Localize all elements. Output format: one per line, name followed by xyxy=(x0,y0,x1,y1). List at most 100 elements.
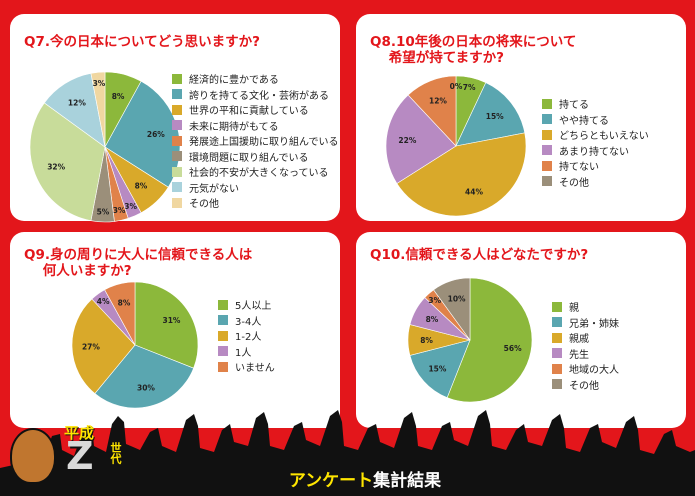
pie-slice-label-3: 8% xyxy=(135,181,148,190)
legend-label: 未来に期待がもてる xyxy=(189,121,279,133)
pie-slice-label-2: 15% xyxy=(486,112,504,121)
legend-swatch xyxy=(172,197,182,208)
q8-legend: 持てる やや持てる どちらともいえない あまり持てない 持てない その他 xyxy=(542,96,649,189)
legend-label: 元気がない xyxy=(189,183,239,195)
q7-pie-chart: 8%26%8%3%3%5%32%12%3% xyxy=(29,71,181,223)
legend-swatch xyxy=(218,299,228,310)
pie-slice-label-5: 3% xyxy=(113,206,126,215)
pie-slice-label-1: 8% xyxy=(112,92,125,101)
legend-label: 世界の平和に貢献している xyxy=(189,106,309,118)
pie-slice-label-6: 5% xyxy=(97,207,110,216)
legend-label: 先生 xyxy=(569,349,589,361)
legend-label: 持てる xyxy=(559,100,589,112)
pie-slice-label-8: 12% xyxy=(68,99,86,108)
legend-item: 親戚 xyxy=(552,330,619,346)
legend-label: 誇りを持てる文化・芸術がある xyxy=(189,90,329,102)
legend-item: いません xyxy=(218,359,275,375)
q10-panel: Q10.信頼できる人はどなたですか? 56% 15% 8% 8% 3% 10% 親兄弟・姉… xyxy=(356,232,686,428)
pie-slice-label-5: 8% xyxy=(118,298,131,307)
legend-item: 持てる xyxy=(542,96,649,112)
legend-swatch xyxy=(542,98,552,109)
logo-side-text: 世代 xyxy=(109,442,122,464)
legend-label: 地域の大人 xyxy=(569,365,619,377)
pie-slice-9 xyxy=(90,71,106,148)
legend-label: いません xyxy=(235,363,275,375)
legend-label: 持てない xyxy=(559,162,599,174)
legend-swatch xyxy=(552,348,562,359)
pie-slice-label-6: 10% xyxy=(448,295,466,304)
footer-title-main: アンケート xyxy=(288,471,374,491)
legend-item: 3-4人 xyxy=(218,313,275,329)
legend-item: 兄弟・姉妹 xyxy=(552,315,619,331)
q8-pie-chart: 7% 15% 44% 22% 12%0% xyxy=(385,75,527,217)
legend-item: 誇りを持てる文化・芸術がある xyxy=(172,87,339,103)
legend-label: やや持てる xyxy=(559,115,609,127)
legend-swatch xyxy=(172,135,182,146)
legend-item: 発展途上国援助に取り組んでいる xyxy=(172,133,339,149)
legend-swatch xyxy=(172,182,182,193)
legend-swatch xyxy=(542,145,552,156)
legend-swatch xyxy=(552,363,562,374)
q8-title: Q8.10年後の日本の将来について 希望が持てますか? xyxy=(370,34,577,66)
footer-title-accent: 集計結果 xyxy=(373,471,442,491)
q9-panel: Q9.身の周りに大人に信頼できる人は 何人いますか? 31% 30% 27% 4% 8%… xyxy=(10,232,340,428)
legend-label: 3-4人 xyxy=(235,316,262,328)
q7-title: Q7.今の日本についてどう思いますか? xyxy=(24,34,260,50)
legend-swatch xyxy=(552,379,562,390)
legend-label: あまり持てない xyxy=(559,146,629,158)
legend-label: その他 xyxy=(569,380,599,392)
pie-slice-5 xyxy=(104,281,136,346)
legend-swatch xyxy=(552,317,562,328)
pie-slice-4 xyxy=(385,94,457,184)
logo-top-text: 平成 xyxy=(64,424,95,442)
legend-label: 兄弟・姉妹 xyxy=(569,318,619,330)
pie-slice-2 xyxy=(455,82,526,147)
pie-slice-label-5: 12% xyxy=(429,96,447,105)
legend-item: 1-2人 xyxy=(218,328,275,344)
legend-item: 経済的に豊かである xyxy=(172,71,339,87)
legend-item: 環境問題に取り組んでいる xyxy=(172,149,339,165)
q10-title: Q10.信頼できる人はどなたですか? xyxy=(370,247,589,263)
legend-item: 世界の平和に貢献している xyxy=(172,102,339,118)
legend-item: 元気がない xyxy=(172,180,339,196)
legend-label: 1-2人 xyxy=(235,332,262,344)
legend-item: やや持てる xyxy=(542,112,649,128)
legend-label: 1人 xyxy=(235,347,252,359)
pie-slice-label-4: 8% xyxy=(426,315,439,324)
pie-slice-3 xyxy=(71,298,136,394)
legend-item: 未来に期待がもてる xyxy=(172,118,339,134)
q9-legend: 5人以上 3-4人 1-2人 1人いません xyxy=(218,297,275,375)
pie-slice-1 xyxy=(134,281,199,369)
pie-slice-label-2: 15% xyxy=(428,365,446,374)
legend-label: 発展途上国援助に取り組んでいる xyxy=(189,137,339,149)
pie-slice-label-5: 3% xyxy=(428,296,441,305)
pie-slice-label-4: 22% xyxy=(398,136,416,145)
legend-swatch xyxy=(172,89,182,100)
q9-title: Q9.身の周りに大人に信頼できる人は 何人いますか? xyxy=(24,247,253,279)
logo-letter: Z xyxy=(66,434,94,478)
legend-swatch xyxy=(172,73,182,84)
footer-title: アンケート集計結果 xyxy=(250,466,480,491)
legend-label: 5人以上 xyxy=(235,301,272,313)
q7-legend: 経済的に豊かである誇りを持てる文化・芸術がある 世界の平和に貢献している 未来に期待… xyxy=(172,71,339,211)
pie-slice-label-1: 7% xyxy=(463,83,476,92)
q9-pie-chart: 31% 30% 27% 4% 8% xyxy=(71,281,199,409)
legend-label: その他 xyxy=(189,199,219,211)
pie-slice-label-3: 27% xyxy=(82,342,100,351)
legend-label: 親 xyxy=(569,303,579,315)
q8-panel: Q8.10年後の日本の将来について 希望が持てますか? 7% 15% 44% 22% 1… xyxy=(356,14,686,221)
legend-item: 先生 xyxy=(552,346,619,362)
legend-item: 地域の大人 xyxy=(552,361,619,377)
pie-slice-2 xyxy=(94,344,194,409)
legend-swatch xyxy=(218,361,228,372)
q7-panel: Q7.今の日本についてどう思いますか? 8% 26% 8% 3% 3% 5% 32% 12% 3… xyxy=(10,14,340,223)
legend-label: 社会的不安が大きくなっている xyxy=(189,168,329,180)
legend-swatch xyxy=(552,332,562,343)
pie-slice-label-2: 30% xyxy=(137,384,155,393)
pie-slice-label-3: 8% xyxy=(420,336,433,345)
pie-slice-label-2: 26% xyxy=(147,130,165,139)
legend-swatch xyxy=(172,166,182,177)
pie-slice-label-6: 0% xyxy=(450,82,463,91)
legend-swatch xyxy=(172,104,182,115)
legend-item: 5人以上 xyxy=(218,297,275,313)
